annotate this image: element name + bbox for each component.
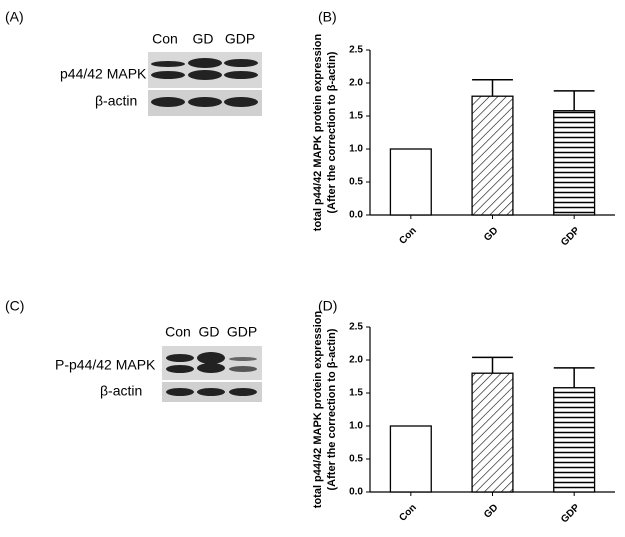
bar	[389, 425, 432, 493]
bar-chart: (B) total p44/42 MAPK protein expression(…	[312, 9, 615, 248]
bar	[553, 387, 596, 493]
y-axis-label: (After the correction to β-actin)	[326, 328, 338, 490]
bands	[151, 58, 258, 107]
panel-label: (A)	[5, 9, 24, 25]
y-tick-label: 1.0	[349, 144, 363, 155]
y-tick-label: 2.5	[349, 45, 363, 56]
blot-panel: (A) Con GD GDP p44/42 MAPK β-actin	[5, 9, 262, 116]
y-tick-label: 2.0	[349, 78, 363, 89]
bar	[389, 148, 432, 216]
panel-label: (B)	[318, 9, 337, 25]
y-tick-label: 0.0	[349, 210, 363, 221]
x-tick-label: Con	[397, 225, 419, 247]
y-axis-label: (After the correction to β-actin)	[326, 51, 338, 213]
bar	[471, 95, 514, 216]
lane-label: Con	[152, 31, 178, 47]
y-tick-label: 0.5	[349, 177, 363, 188]
blot-panel: (C) Con GD GDP P-p44/42 MAPK β-actin	[5, 298, 262, 402]
y-tick-label: 0.5	[349, 454, 363, 465]
lane-label: GDP	[225, 31, 255, 47]
x-tick-label: GDP	[559, 502, 582, 525]
y-axis-label: total p44/42 MAPK protein expression	[312, 34, 324, 232]
x-tick-label: Con	[397, 502, 419, 524]
y-tick-label: 1.5	[349, 111, 363, 122]
y-tick-label: 2.0	[349, 355, 363, 366]
lane-label: GD	[193, 31, 214, 47]
x-tick-label: GD	[482, 502, 500, 520]
bands	[166, 352, 257, 396]
row-label: p44/42 MAPK	[60, 66, 147, 82]
bar-chart: (D)total p44/42 MAPK protein expression(…	[312, 298, 615, 525]
y-axis-label: total p44/42 MAPK protein expression	[312, 311, 324, 509]
row-label: P-p44/42 MAPK	[55, 357, 156, 373]
lane-label: GDP	[227, 324, 257, 340]
lane-label: Con	[165, 324, 191, 340]
row-label: β-actin	[95, 93, 137, 109]
row-label: β-actin	[100, 383, 142, 399]
x-tick-label: GD	[482, 225, 500, 243]
bar	[553, 110, 596, 216]
panel-label: (C)	[5, 298, 24, 314]
y-tick-label: 2.5	[349, 322, 363, 333]
x-tick-label: GDP	[559, 225, 582, 248]
y-tick-label: 1.5	[349, 388, 363, 399]
bar	[471, 372, 514, 493]
y-tick-label: 1.0	[349, 421, 363, 432]
y-tick-label: 0.0	[349, 487, 363, 498]
panel-label: (D)	[318, 298, 337, 314]
lane-label: GD	[199, 324, 220, 340]
